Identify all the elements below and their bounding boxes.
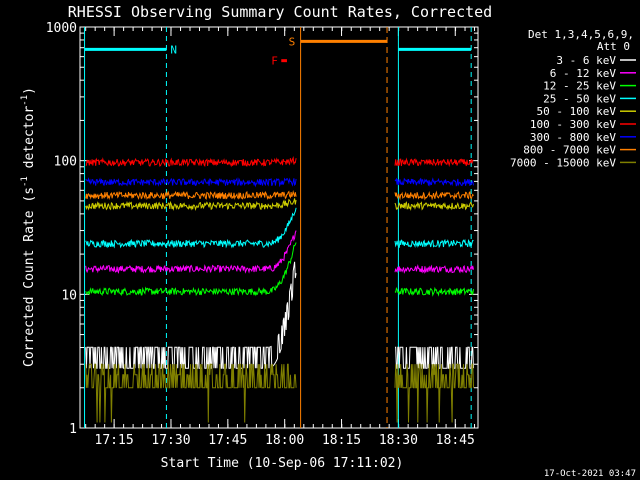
series-line (394, 201, 474, 211)
plot-area: N FS (79, 26, 479, 429)
series-line (85, 190, 297, 200)
legend-entry-label: 300 - 800 keV (530, 131, 616, 144)
x-tick-label: 18:00 (265, 433, 304, 448)
legend-title-line-2: Att 0 (597, 40, 630, 53)
legend-entry-label: 800 - 7000 keV (523, 144, 616, 157)
annotation-label: F (271, 55, 278, 68)
chart-title: RHESSI Observing Summary Count Rates, Co… (68, 3, 492, 21)
legend-entry-label: 50 - 100 keV (537, 105, 617, 118)
y-tick-label: 1000 (46, 21, 77, 36)
x-tick-label: 18:15 (322, 433, 361, 448)
x-tick-label: 17:15 (95, 433, 134, 448)
series-line (394, 177, 474, 187)
svg-text:Corrected Count Rate (s-1 dete: Corrected Count Rate (s-1 detector-1) (20, 87, 37, 367)
plot-frame (79, 26, 479, 429)
series-line (85, 177, 297, 188)
x-tick-label: 17:45 (208, 433, 247, 448)
x-tick-label: 18:45 (436, 433, 475, 448)
legend-entry-label: 7000 - 15000 keV (510, 156, 616, 169)
series-line (394, 363, 474, 423)
legend-entry-label: 6 - 12 keV (550, 67, 617, 80)
series-line (394, 264, 474, 274)
legend-entry-label: 12 - 25 keV (543, 80, 616, 93)
x-tick-label: 17:30 (151, 433, 190, 448)
series-line (85, 242, 297, 297)
legend-entry-label: 100 - 300 keV (530, 118, 616, 131)
y-tick-label: 100 (54, 155, 77, 170)
footer-timestamp: 17-Oct-2021 03:47 (544, 469, 636, 479)
annotation-label: N (170, 43, 177, 56)
y-tick-label: 10 (61, 288, 77, 303)
series-line (394, 190, 474, 201)
y-axis-label: Corrected Count Rate (s-1 detector-1) (20, 87, 37, 367)
series-line (85, 156, 297, 168)
x-tick-label: 18:30 (379, 433, 418, 448)
series-line (85, 230, 297, 274)
x-axis-label: Start Time (10-Sep-06 17:11:02) (161, 456, 404, 471)
annotation-label: S (289, 35, 296, 48)
series-line (85, 207, 297, 249)
series-line (85, 261, 297, 369)
series-line (85, 198, 297, 211)
y-tick-label: 1 (69, 422, 77, 437)
legend-entry-label: 3 - 6 keV (556, 54, 616, 67)
series-line (85, 363, 297, 423)
series-line (394, 157, 474, 168)
legend-entry-label: 25 - 50 keV (543, 92, 616, 105)
legend-title-line-1: Det 1,3,4,5,6,9, (528, 28, 634, 41)
series-line (394, 238, 474, 249)
series-line (394, 286, 474, 297)
